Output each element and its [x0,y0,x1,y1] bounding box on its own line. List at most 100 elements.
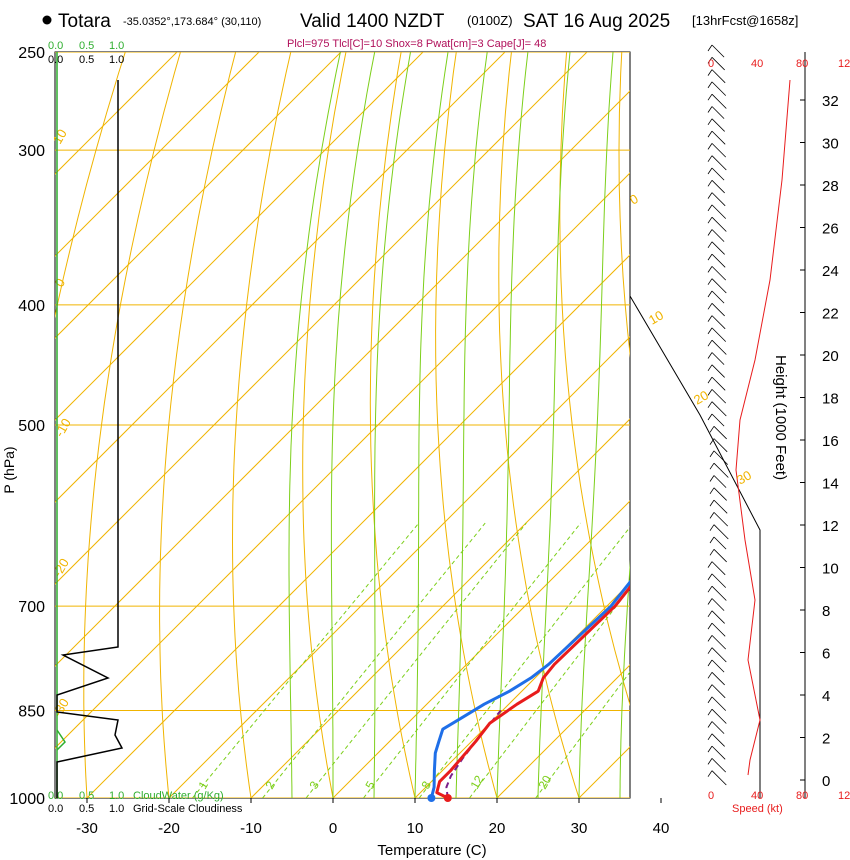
x-tick-40: 40 [653,820,670,837]
moist-adiabat [455,52,488,798]
wind-barb-flag [707,352,713,359]
bottom-cloudwater-tick-2: 1.0 [109,790,124,802]
wind-barb [711,696,727,711]
wind-barb-flag [707,659,713,667]
wind-barb [711,69,726,84]
wind-barb [713,475,727,488]
wind-barb-flag [707,401,713,408]
wind-barb [711,647,727,663]
wind-barb-flag [709,487,715,495]
moist-adiabat [537,52,571,798]
wind-barb-flag [707,57,713,64]
wind-barb-flag [707,770,713,777]
height-tick-14: 14 [822,476,839,493]
bottom-cloudiness-tick-1: 0.5 [79,803,94,815]
wind-barb-flag [707,327,713,335]
mixing-ratio-line [469,587,630,798]
p-tick-700: 700 [18,599,45,616]
wind-barb-flag [707,192,713,199]
wind-barb-flag [707,315,713,322]
dewpoint-line [429,579,630,798]
moist-adiabat [288,52,341,798]
p-tick-300: 300 [18,143,45,160]
wind-barb [711,81,727,96]
bottom-cloudiness-label: Grid-Scale Cloudiness [133,803,243,815]
height-tick-18: 18 [822,391,839,408]
mixing-label-20: 20 [535,773,554,792]
x-tick--10: -10 [240,820,262,837]
wind-barb [711,585,727,601]
wind-barb-flag [707,745,713,753]
wind-barb-flag [707,93,713,101]
wind-barb [711,598,725,611]
wind-barb-flag [707,118,713,126]
wind-barb [711,770,727,786]
isotherm [496,664,630,798]
height-tick-8: 8 [822,603,830,620]
wind-barb [711,352,725,365]
wind-barb [713,549,727,563]
moist-adiabat [373,52,411,798]
wind-barb [713,512,729,527]
x-tick-10: 10 [407,820,424,837]
speed-axis-label: Speed (kt) [732,803,783,815]
x-tick--30: -30 [76,820,98,837]
wind-barb-flag [707,241,713,249]
top-cloudwater-tick-1: 0.5 [79,40,94,52]
wind-barb [711,364,725,378]
moist-adiabat [619,559,630,798]
wind-barb [713,438,728,453]
wind-barb-flag [707,278,713,285]
top-cloudiness-tick-2: 1.0 [109,54,124,66]
wind-barb [711,376,726,391]
moist-adiabat [578,52,614,798]
wind-barb-flag [709,549,715,556]
isotherm-label: 10 [50,126,70,146]
p-tick-400: 400 [18,298,45,315]
top-cloudiness-tick-1: 0.5 [79,54,94,66]
x-axis-label: Temperature (C) [377,842,486,859]
dry-adiabat [676,30,825,798]
p-tick-1000: 1000 [9,791,45,808]
isotherm [86,254,630,798]
wind-barb-flag [707,708,713,716]
x-tick-20: 20 [489,820,506,837]
height-axis-label: Height (1000 Feet) [772,355,789,480]
height-tick-24: 24 [822,263,839,280]
mixing-label-8: 8 [418,778,434,791]
wind-barb-flag [707,573,713,581]
wind-barb-flag [707,721,713,728]
wind-barb-flag [709,438,715,445]
isotherm [55,52,588,585]
speed-top-tick-2: 80 [796,58,808,70]
wind-barb-flag [707,303,713,310]
speed-top-tick-0: 0 [708,58,714,70]
wind-barb-flag [709,499,715,507]
wind-barb [711,389,727,404]
dry-adiabat [159,52,237,798]
mixing-ratio-line [418,526,630,798]
wind-barb-flag [709,536,715,544]
wind-barb-flag [707,44,713,52]
wind-barb [711,93,727,109]
forecast-info: [13hrFcst@1658z] [692,13,798,28]
utc-time: (0100Z) [467,13,513,28]
isotherm [414,582,630,798]
isotherm-label: 10 [646,307,666,327]
temperature-line [435,584,630,798]
isotherm [55,52,260,257]
mixing-label-5: 5 [362,778,378,791]
wind-barb [711,684,726,699]
isotherm [168,336,630,798]
wind-barb-flag [707,376,713,384]
bottom-cloudiness-tick-2: 1.0 [109,803,124,815]
wind-barb [711,167,725,181]
wind-barb [711,192,726,207]
wind-barb-flag [707,561,713,568]
wind-barb-flag [707,413,713,421]
wind-barb-flag [707,389,713,396]
speed-top-tick-1: 40 [751,58,763,70]
wind-barb-flag [707,635,713,642]
wind-barb-flag [709,524,715,531]
